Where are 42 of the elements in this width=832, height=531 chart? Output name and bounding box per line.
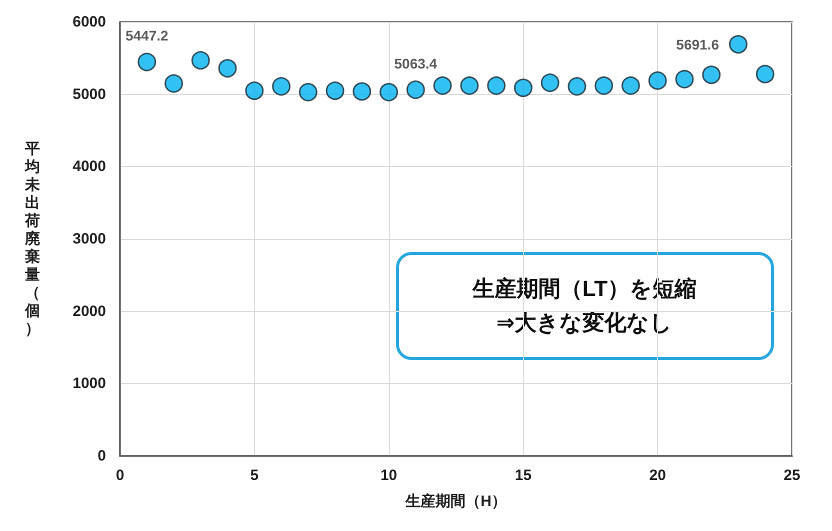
- y-tick-label: 0: [98, 448, 106, 464]
- data-label: 5447.2: [125, 28, 168, 44]
- point: [326, 81, 344, 100]
- point: [380, 82, 398, 102]
- y-tick-label: 6000: [72, 14, 106, 30]
- y-tick-label: 3000: [72, 230, 106, 248]
- x-tick-label: 20: [649, 467, 666, 484]
- y-tick-label: 5000: [72, 86, 106, 103]
- point: [433, 76, 452, 95]
- point: [702, 66, 721, 84]
- y-tick-label: 2000: [72, 302, 106, 320]
- point: [191, 51, 210, 70]
- point: [406, 80, 425, 99]
- text: 平均未出荷廃棄量（個）: [25, 140, 40, 338]
- point: [594, 76, 614, 95]
- point: [514, 78, 532, 98]
- point: [352, 82, 372, 101]
- point: [272, 77, 291, 96]
- point: [621, 76, 640, 95]
- x-tick-label: 0: [116, 467, 124, 484]
- point: [675, 70, 694, 88]
- point: [568, 77, 586, 96]
- point: [756, 64, 774, 84]
- point: [218, 59, 237, 78]
- point: [298, 82, 318, 102]
- x-axis-title: 生産期間（H）: [404, 492, 506, 510]
- point: [540, 74, 560, 92]
- point: [164, 74, 184, 93]
- data-label: 5691.6: [676, 36, 720, 52]
- data-label: 5063.4: [394, 55, 438, 72]
- y-tick-label: 4000: [72, 158, 106, 176]
- x-tick-label: 10: [380, 467, 398, 484]
- y-tick-label: 1000: [72, 375, 106, 392]
- point: [460, 76, 479, 95]
- point: [487, 76, 506, 95]
- x-tick-label: 5: [250, 467, 259, 484]
- point: [245, 81, 264, 100]
- x-tick-label: 25: [784, 467, 800, 484]
- point: [138, 52, 156, 72]
- point: [729, 35, 748, 54]
- x-tick-label: 15: [514, 467, 532, 484]
- point: [648, 71, 667, 90]
